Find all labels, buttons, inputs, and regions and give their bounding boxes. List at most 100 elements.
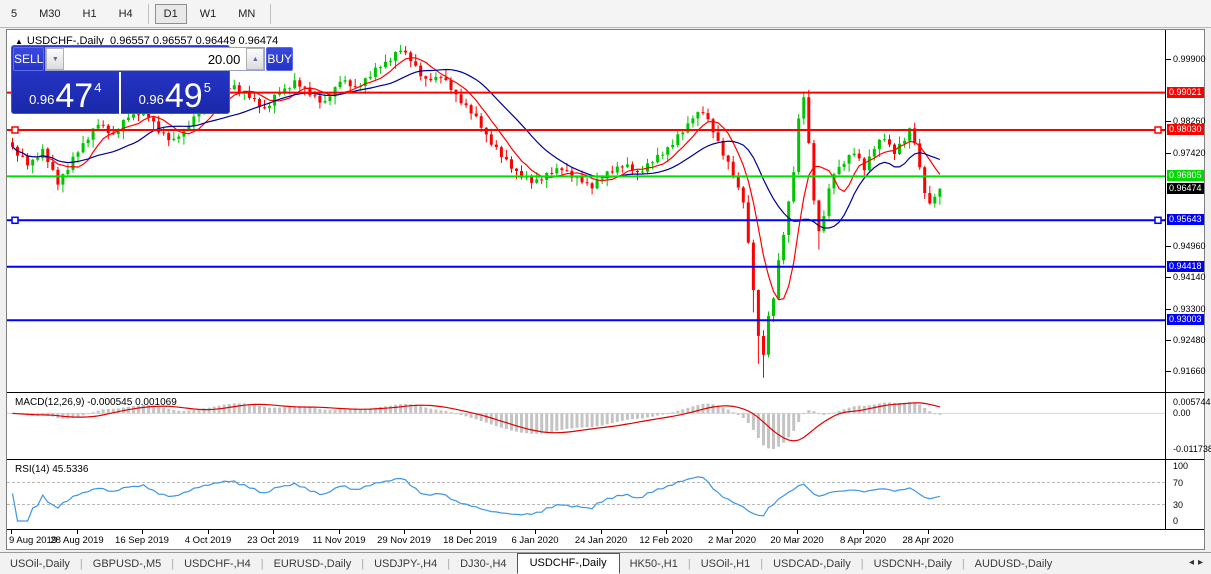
timeframe-button-D1[interactable]: D1 — [154, 3, 187, 24]
buy-price-pip: 5 — [203, 80, 211, 95]
one-click-trading-panel: SELL ▼ ▲ BUY 0.96 47 4 0.96 49 5 — [11, 45, 294, 114]
date-tick-label: 2 Mar 2020 — [707, 535, 757, 546]
volume-increase-button[interactable]: ▲ — [246, 48, 265, 70]
chart-tab-usdcad-daily[interactable]: USDCAD-,Daily — [773, 557, 851, 570]
rsi-label: RSI(14) 45.5336 — [15, 464, 89, 475]
buy-button[interactable]: BUY — [266, 47, 294, 71]
price-axis[interactable]: 0.99900 0.98260 0.97420 0.94960 0.94140 0.933… — [1166, 30, 1211, 529]
date-tick-label: 4 Oct 2019 — [184, 535, 232, 546]
rsi-axis-label: 0 — [1173, 516, 1179, 526]
timeframe-button-H1[interactable]: H1 — [82, 7, 97, 20]
timeframe-button-W1[interactable]: W1 — [199, 7, 217, 20]
pane-separator[interactable] — [7, 392, 1204, 393]
rsi-pane[interactable] — [7, 460, 1165, 529]
timeframe-button-M30[interactable]: M30 — [39, 7, 61, 20]
collapse-triangle-icon[interactable]: ▲ — [15, 37, 23, 46]
date-tick-mark — [142, 530, 143, 534]
sell-price[interactable]: 0.96 47 4 — [12, 72, 121, 114]
volume-spinner: ▼ ▲ — [45, 47, 266, 71]
price-chart-pane[interactable] — [7, 30, 1165, 392]
price-level-label: 0.95643 — [1167, 214, 1204, 225]
pane-separator — [7, 529, 1204, 530]
price-tick-mark — [1166, 309, 1171, 310]
chart-tab-bar: USOil-,Daily | GBPUSD-,M5 | USDCHF-,H4 | EURUS… — [0, 552, 1211, 574]
chart-tab-audusd-daily[interactable]: AUDUSD-,Daily — [974, 557, 1053, 570]
price-tick-label: 0.99900 — [1173, 54, 1206, 64]
date-tick-label: 28 Apr 2020 — [902, 535, 954, 546]
sell-price-pip: 4 — [94, 80, 102, 95]
tab-separator: | — [447, 557, 451, 570]
date-tick-mark — [863, 530, 864, 534]
macd-axis-label: -0.011738 — [1173, 444, 1211, 454]
sell-price-big: 47 — [55, 77, 94, 115]
toolbar-separator — [270, 3, 272, 24]
price-tick-label: 0.92480 — [1173, 335, 1206, 345]
chart-title: ▲ USDCHF-,Daily 0.96557 0.96557 0.96449 0… — [15, 35, 278, 47]
chart-tab-usdjpy-h4[interactable]: USDJPY-,H4 — [374, 557, 438, 570]
rsi-axis-label: 100 — [1173, 461, 1189, 471]
price-tick-mark — [1166, 121, 1171, 122]
date-tick-mark — [666, 530, 667, 534]
tab-separator: | — [260, 557, 264, 570]
macd-pane[interactable] — [7, 393, 1165, 459]
date-tick-label: 6 Jan 2020 — [511, 535, 559, 546]
price-tick-mark — [1166, 340, 1171, 341]
timeframe-button-5[interactable]: 5 — [11, 7, 18, 20]
chart-tab-usoil-h1[interactable]: USOil-,H1 — [700, 557, 751, 570]
date-tick-mark — [535, 530, 536, 534]
date-tick-label: 9 Aug 2019 — [9, 535, 58, 546]
date-tick-mark — [339, 530, 340, 534]
tab-separator: | — [687, 557, 691, 570]
date-tick-mark — [601, 530, 602, 534]
chart-tab-dj30-h4[interactable]: DJ30-,H4 — [460, 557, 507, 570]
timeframe-toolbar: 5 M30 H1 H4 D1 W1 MN — [0, 0, 1211, 28]
tab-separator: | — [760, 557, 764, 570]
tab-separator: | — [961, 557, 965, 570]
tab-separator: | — [860, 557, 864, 570]
date-tick-label: 16 Sep 2019 — [115, 535, 169, 546]
date-axis[interactable]: 9 Aug 2019 28 Aug 2019 16 Sep 2019 4 Oct 20… — [7, 530, 1204, 550]
price-tick-label: 0.94960 — [1173, 241, 1206, 251]
chart-tab-usdchf-daily[interactable]: USDCHF-,Daily — [516, 552, 620, 574]
price-tick-mark — [1166, 59, 1171, 60]
timeframe-button-H4[interactable]: H4 — [118, 7, 133, 20]
date-tick-label: 23 Oct 2019 — [247, 535, 299, 546]
chart-tab-hk50-h1[interactable]: HK50-,H1 — [629, 557, 678, 570]
price-tick-mark — [1166, 277, 1171, 278]
buy-price[interactable]: 0.96 49 5 — [121, 72, 230, 114]
chart-tab-usdchf-h4[interactable]: USDCHF-,H4 — [184, 557, 251, 570]
symbol-period-label: USDCHF-,Daily — [26, 35, 104, 47]
date-tick-mark — [77, 530, 78, 534]
chart-tab-eurusd-daily[interactable]: EURUSD-,Daily — [273, 557, 352, 570]
price-tick-mark — [1166, 371, 1171, 372]
timeframe-button-MN[interactable]: MN — [238, 7, 256, 20]
buy-price-big: 49 — [164, 77, 203, 115]
chart-window: ▲ USDCHF-,Daily 0.96557 0.96557 0.96449 0… — [6, 29, 1211, 550]
chart-tab-usoil-daily[interactable]: USOil-,Daily — [10, 557, 70, 570]
rsi-value: 45.5336 — [52, 464, 89, 475]
chart-tab-usdcnh-daily[interactable]: USDCNH-,Daily — [873, 557, 952, 570]
macd-values: -0.000545 0.001069 — [87, 397, 177, 408]
price-tick-label: 0.98260 — [1173, 116, 1206, 126]
price-tick-mark — [1166, 153, 1171, 154]
rsi-axis-label: 30 — [1173, 500, 1184, 510]
sell-button[interactable]: SELL — [13, 47, 45, 71]
price-axis-line — [1165, 30, 1166, 529]
volume-decrease-button[interactable]: ▼ — [46, 48, 65, 70]
date-tick-label: 28 Aug 2019 — [50, 535, 104, 546]
date-tick-label: 24 Jan 2020 — [574, 535, 628, 546]
date-tick-mark — [732, 530, 733, 534]
date-tick-mark — [797, 530, 798, 534]
buy-price-prefix: 0.96 — [138, 92, 164, 107]
tab-scroll-arrows[interactable]: ◂▸ — [1188, 557, 1207, 568]
pane-separator[interactable] — [7, 459, 1204, 460]
date-tick-label: 12 Feb 2020 — [639, 535, 693, 546]
volume-input[interactable] — [64, 48, 247, 70]
price-level-label: 0.94418 — [1167, 261, 1204, 272]
date-tick-label: 18 Dec 2019 — [443, 535, 497, 546]
price-tick-label: 0.97420 — [1173, 148, 1206, 158]
chart-tab-gbpusd-m5[interactable]: GBPUSD-,M5 — [92, 557, 162, 570]
price-level-label: 0.96805 — [1167, 170, 1204, 181]
tab-separator: | — [171, 557, 175, 570]
date-tick-mark — [470, 530, 471, 534]
